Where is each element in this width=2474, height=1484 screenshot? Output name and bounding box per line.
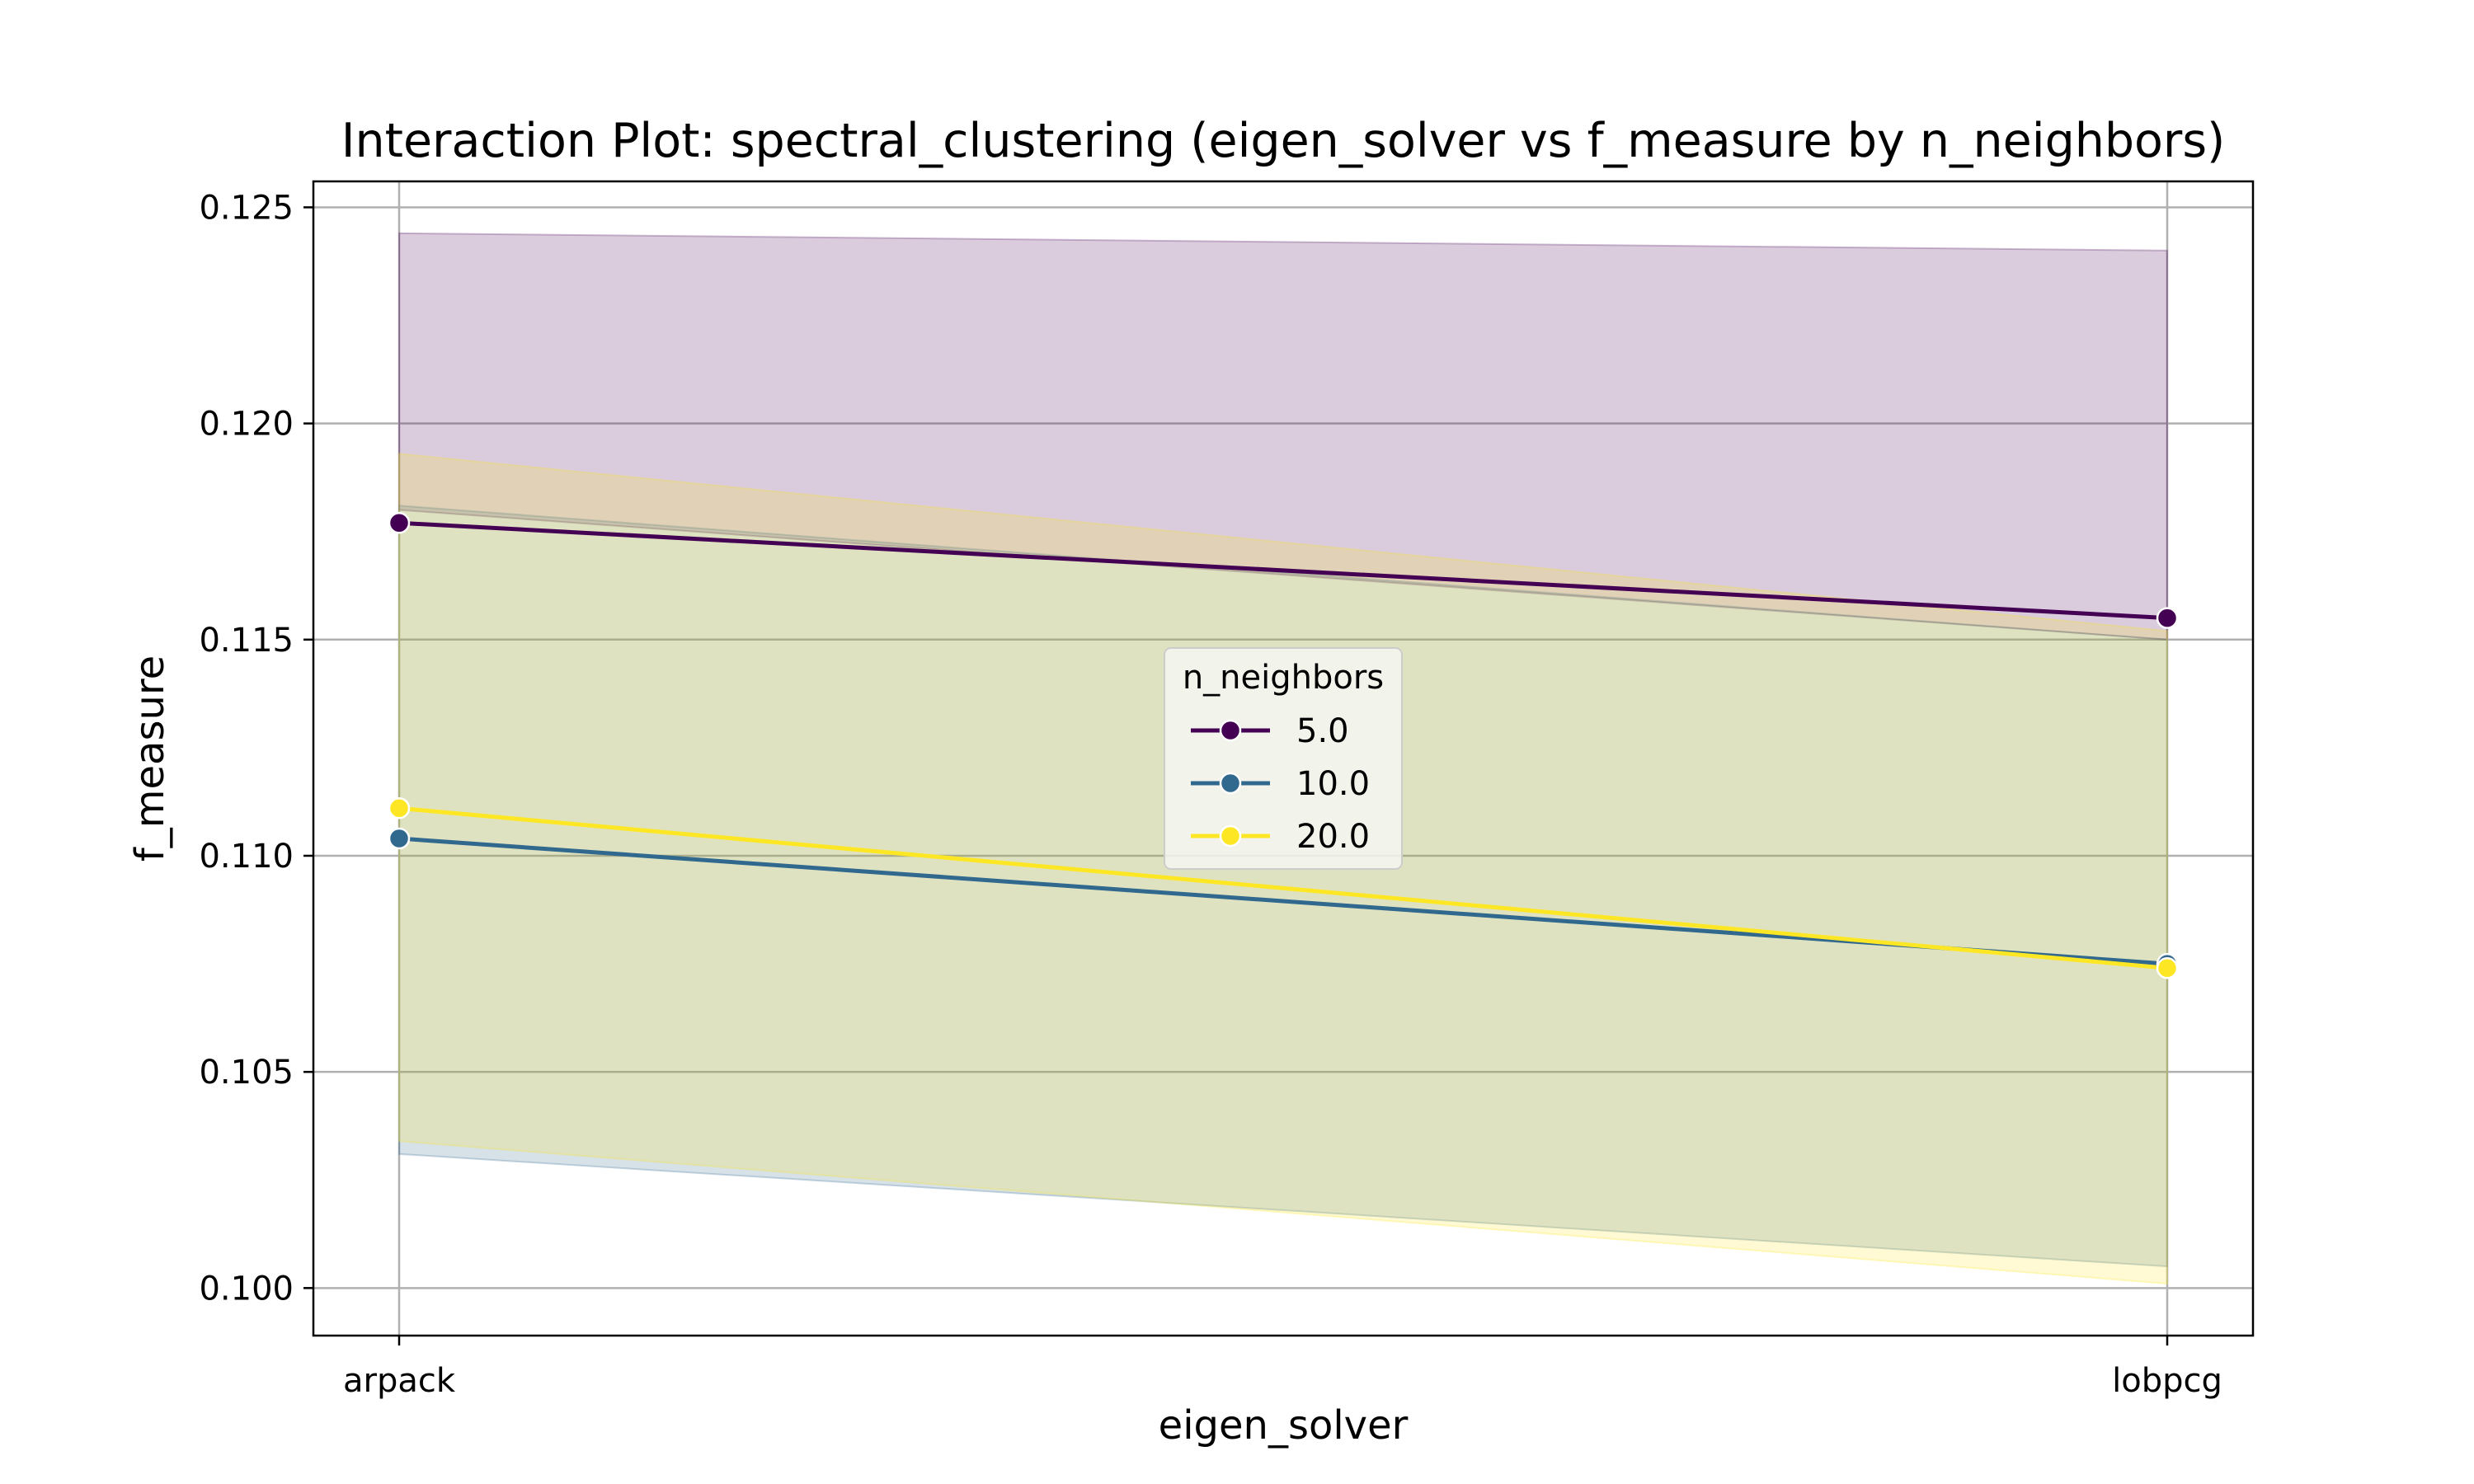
legend-marker [1219,772,1242,795]
legend-marker [1219,824,1242,848]
y-tick-label: 0.125 [199,189,294,227]
chart-title: Interaction Plot: spectral_clustering (e… [341,114,2226,168]
legend-box [1164,647,1403,870]
legend-label: 20.0 [1296,818,1370,856]
data-point [388,797,411,819]
plot-frame [312,180,2255,1337]
x-axis-label: eigen_solver [1159,1402,1409,1449]
y-tick-label: 0.120 [199,406,294,444]
legend: n_neighbors 5.0 10.0 20.0 [1164,647,1403,870]
data-point [388,511,411,534]
y-tick-label: 0.110 [199,838,294,876]
confidence-band [398,505,2168,1268]
y-tick-label: 0.100 [199,1270,294,1308]
axis-ticks: 0.100 0.105 0.110 0.115 0.120 0.125 arpack lobp… [199,189,2222,1400]
legend-entries: 5.0 10.0 20.0 [1191,712,1370,856]
legend-marker [1219,719,1242,742]
legend-title: n_neighbors [1183,659,1384,697]
confidence-band [398,232,2168,641]
y-tick-label: 0.105 [199,1054,294,1092]
series-line [398,805,2168,970]
series-line [398,520,2168,621]
x-tick-label: lobpcg [2112,1362,2222,1400]
data-point [2156,957,2179,979]
data-point [2156,607,2179,629]
data-point [388,827,411,850]
series-lines [388,511,2179,979]
x-tick-label: arpack [343,1362,456,1400]
legend-label: 10.0 [1296,765,1370,803]
legend-label: 5.0 [1296,712,1349,750]
y-tick-label: 0.115 [199,622,294,660]
y-axis-label: f_measure [127,655,173,862]
